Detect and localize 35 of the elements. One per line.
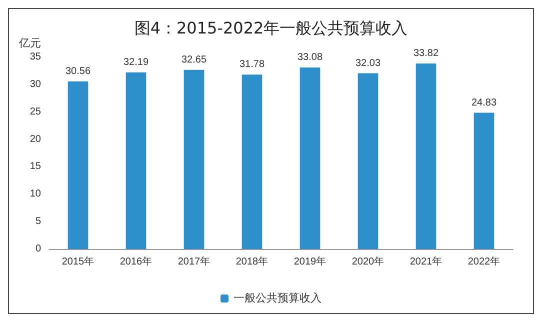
chart-title: 图4：2015-2022年一般公共预算收入: [134, 18, 408, 38]
bar: [242, 74, 262, 249]
y-tick-label: 30: [30, 78, 42, 90]
x-tick-label: 2015年: [62, 256, 94, 268]
x-tick-label: 2018年: [236, 256, 268, 268]
legend-label: 一般公共预算收入: [234, 292, 322, 304]
data-label: 24.83: [471, 97, 497, 108]
x-tick-label: 2021年: [410, 256, 442, 268]
data-label: 32.65: [181, 54, 207, 66]
y-tick-label: 20: [30, 134, 42, 145]
bar: [300, 68, 320, 249]
x-tick-label: 2020年: [352, 256, 384, 268]
data-label: 32.19: [123, 56, 149, 68]
x-tick-label: 2022年: [468, 256, 500, 268]
y-tick-label: 10: [30, 188, 42, 200]
data-label: 32.03: [355, 58, 381, 69]
y-tick-label: 15: [30, 161, 42, 172]
y-tick-label: 25: [30, 106, 42, 118]
data-label: 33.82: [413, 48, 439, 59]
bar: [184, 70, 204, 249]
y-tick-label: 0: [35, 244, 42, 254]
x-tick-label: 2016年: [120, 256, 152, 268]
bar: [416, 63, 436, 249]
data-label: 31.78: [239, 59, 265, 70]
data-label: 33.08: [297, 52, 323, 64]
data-label: 30.56: [65, 66, 91, 77]
bar: [68, 81, 88, 249]
bar: [358, 73, 378, 249]
y-tick-label: 35: [30, 52, 42, 62]
y-axis-title: 亿元: [18, 38, 41, 50]
bar: [474, 112, 494, 249]
bar: [126, 72, 146, 249]
y-tick-label: 5: [35, 216, 42, 228]
x-tick-label: 2017年: [178, 256, 210, 268]
x-tick-label: 2019年: [294, 256, 326, 268]
